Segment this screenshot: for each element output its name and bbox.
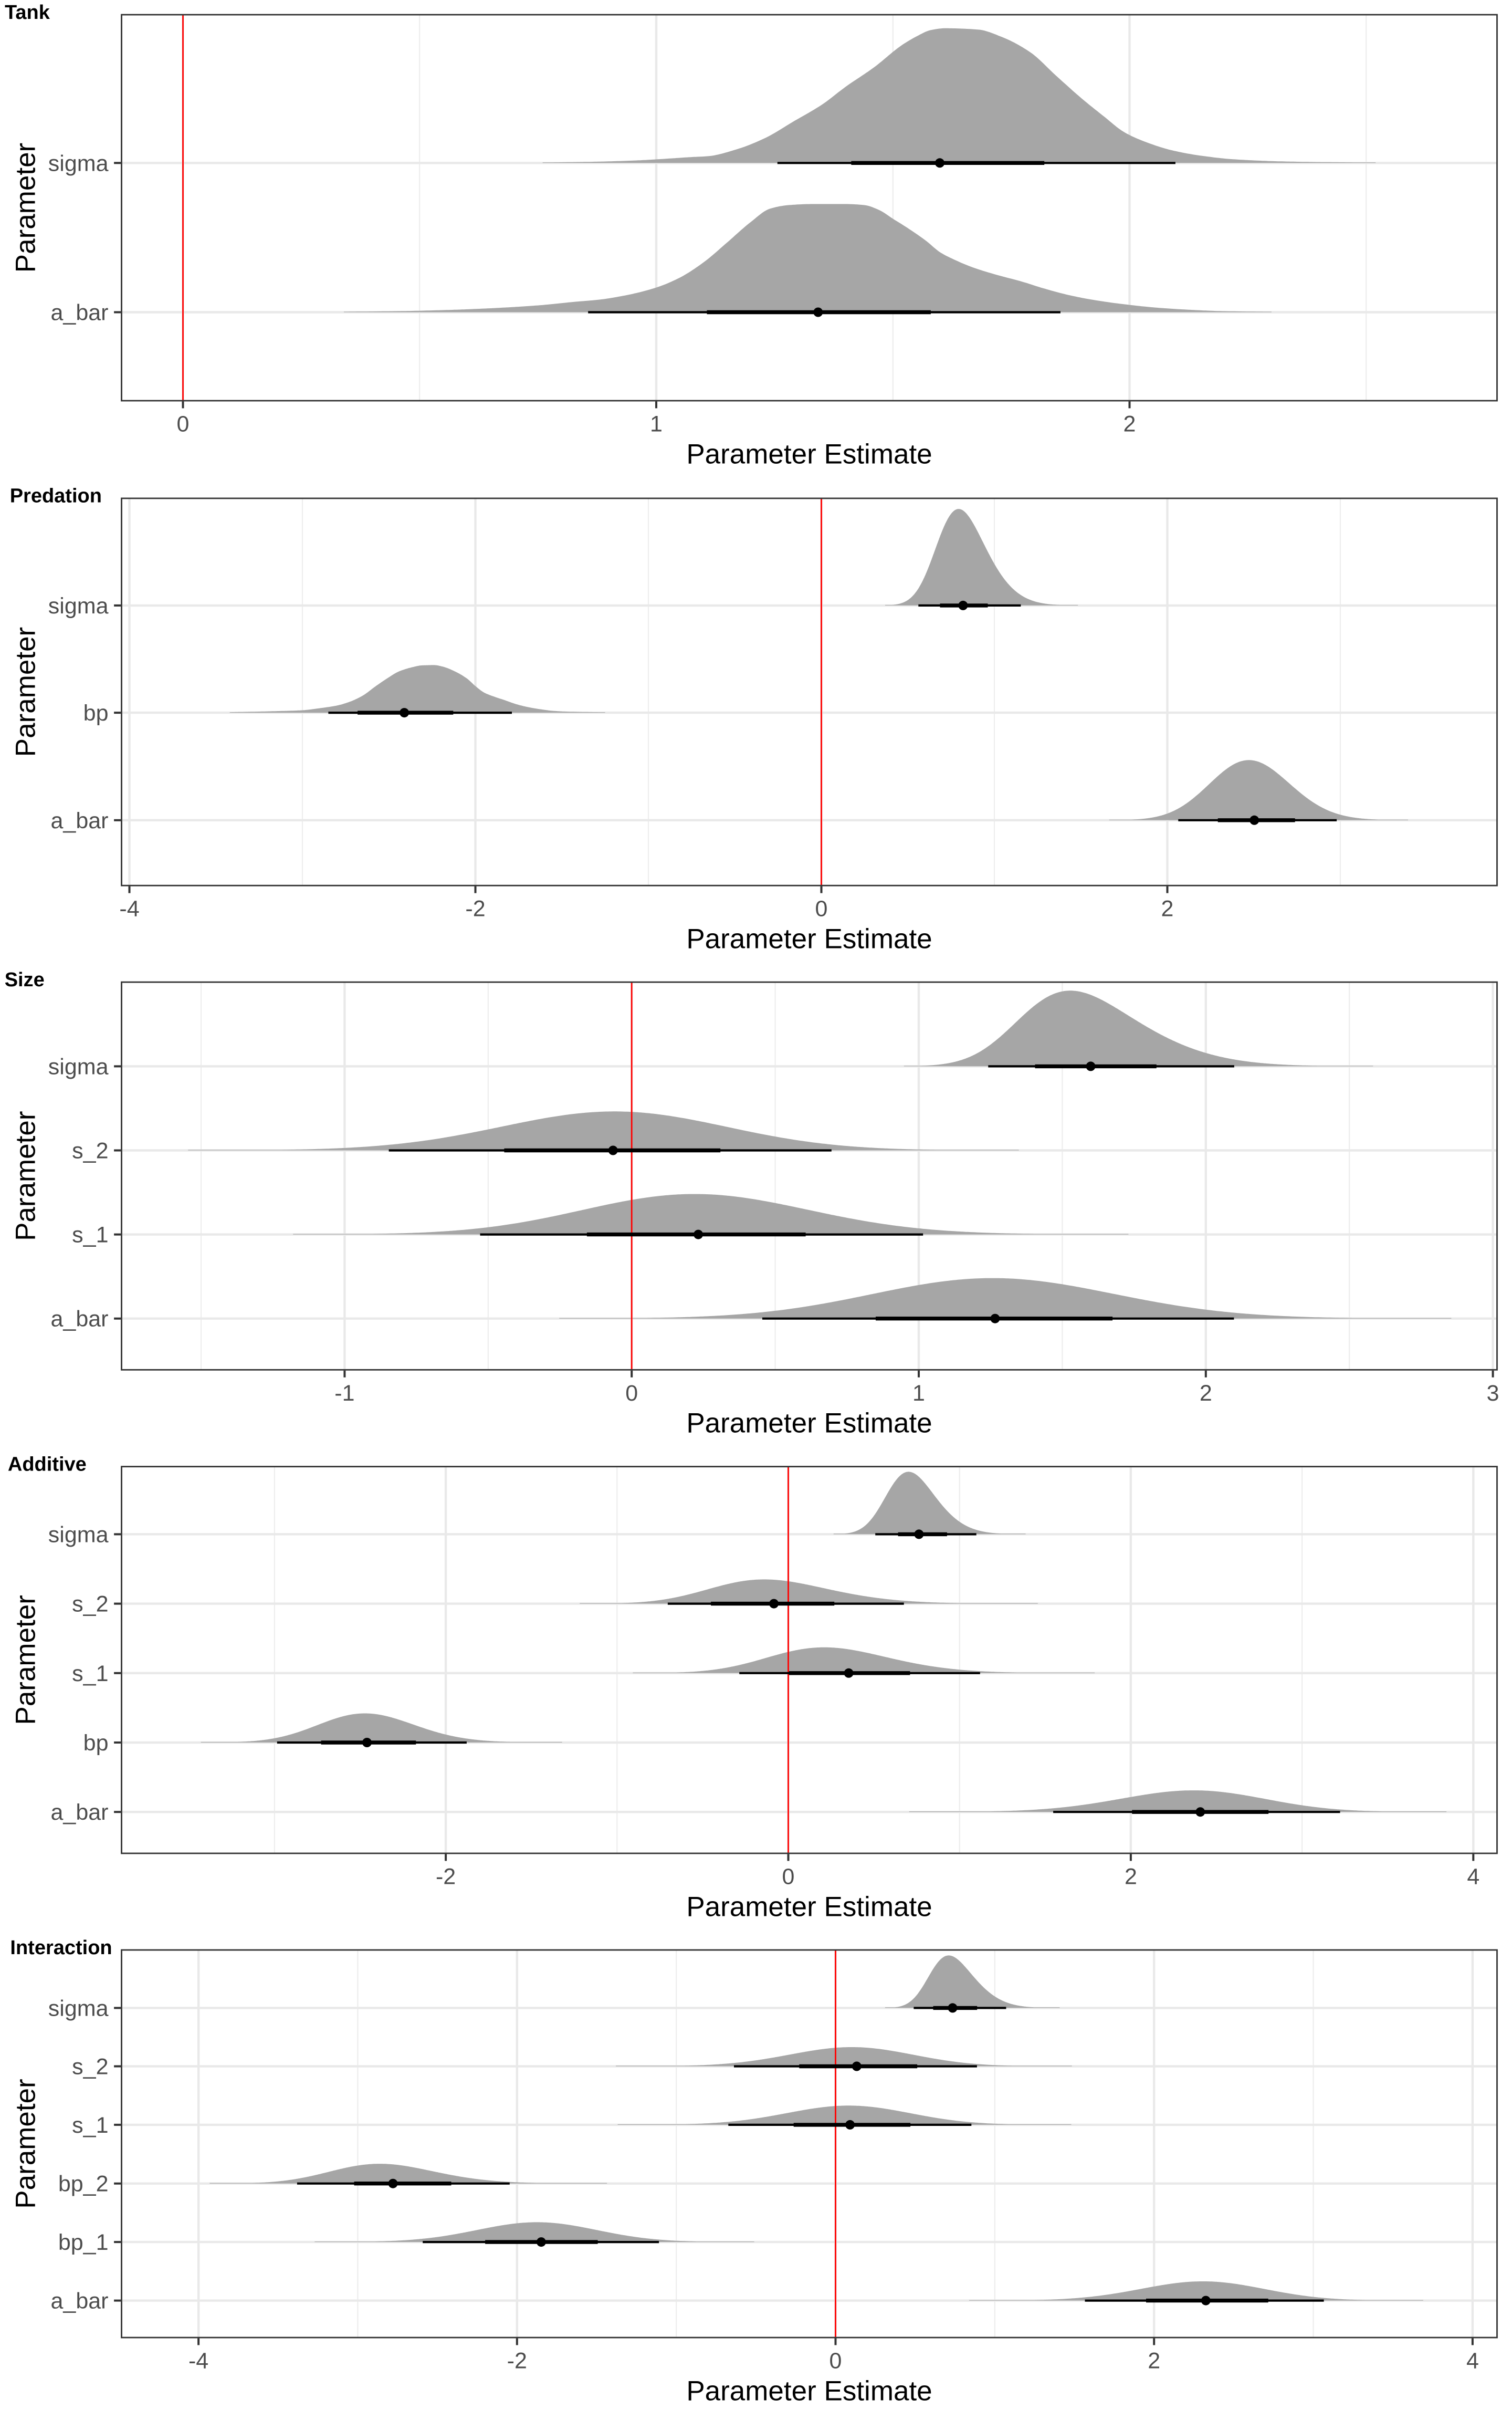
svg-text:a_bar: a_bar: [51, 1800, 109, 1825]
svg-text:sigma: sigma: [48, 151, 109, 176]
svg-text:0: 0: [815, 896, 828, 922]
svg-text:bp: bp: [83, 701, 109, 726]
svg-text:Parameter Estimate: Parameter Estimate: [686, 1408, 932, 1439]
svg-text:Parameter: Parameter: [10, 1111, 41, 1240]
svg-text:a_bar: a_bar: [51, 300, 109, 326]
svg-text:1: 1: [650, 412, 663, 437]
svg-text:3: 3: [1487, 1381, 1499, 1406]
svg-text:sigma: sigma: [48, 593, 109, 619]
svg-text:0: 0: [830, 2349, 842, 2374]
svg-text:2: 2: [1124, 412, 1136, 437]
svg-text:s_1: s_1: [72, 2113, 108, 2138]
svg-text:sigma: sigma: [48, 1054, 109, 1079]
svg-text:Parameter Estimate: Parameter Estimate: [686, 2375, 932, 2406]
svg-text:bp: bp: [83, 1730, 109, 1756]
svg-text:Parameter: Parameter: [10, 143, 41, 273]
svg-text:-2: -2: [507, 2349, 527, 2374]
svg-text:4: 4: [1467, 1864, 1479, 1890]
svg-text:s_2: s_2: [72, 1139, 108, 1164]
svg-text:Parameter Estimate: Parameter Estimate: [686, 1891, 932, 1922]
svg-text:Interaction: Interaction: [10, 1937, 112, 1959]
svg-text:Parameter: Parameter: [10, 1595, 41, 1725]
svg-text:s_1: s_1: [72, 1661, 108, 1686]
svg-text:-4: -4: [119, 896, 139, 922]
svg-text:2: 2: [1125, 1864, 1137, 1890]
svg-text:s_2: s_2: [72, 1592, 108, 1617]
svg-text:Parameter Estimate: Parameter Estimate: [686, 439, 932, 470]
svg-text:sigma: sigma: [48, 1996, 109, 2021]
svg-text:s_2: s_2: [72, 2054, 108, 2080]
svg-text:Size: Size: [5, 969, 45, 991]
svg-text:2: 2: [1161, 896, 1174, 922]
svg-text:Tank: Tank: [5, 2, 50, 24]
svg-text:Parameter Estimate: Parameter Estimate: [686, 924, 932, 955]
svg-text:-2: -2: [465, 896, 485, 922]
svg-text:a_bar: a_bar: [51, 1307, 109, 1332]
svg-text:4: 4: [1466, 2349, 1479, 2374]
svg-text:a_bar: a_bar: [51, 808, 109, 833]
svg-text:-2: -2: [436, 1864, 456, 1890]
svg-text:Parameter: Parameter: [10, 627, 41, 757]
svg-text:bp_1: bp_1: [58, 2230, 109, 2255]
svg-text:2: 2: [1200, 1381, 1212, 1406]
svg-text:Predation: Predation: [10, 485, 102, 507]
svg-text:Parameter: Parameter: [10, 2079, 41, 2208]
svg-text:sigma: sigma: [48, 1522, 109, 1547]
svg-text:0: 0: [625, 1381, 638, 1406]
svg-text:-1: -1: [334, 1381, 354, 1406]
svg-text:Additive: Additive: [8, 1453, 87, 1475]
svg-text:0: 0: [177, 412, 190, 437]
svg-text:a_bar: a_bar: [51, 2289, 109, 2314]
svg-text:2: 2: [1148, 2349, 1160, 2374]
svg-text:0: 0: [782, 1864, 795, 1890]
svg-text:bp_2: bp_2: [58, 2172, 109, 2197]
svg-text:s_1: s_1: [72, 1223, 108, 1248]
svg-text:-4: -4: [188, 2349, 208, 2374]
svg-text:1: 1: [912, 1381, 925, 1406]
